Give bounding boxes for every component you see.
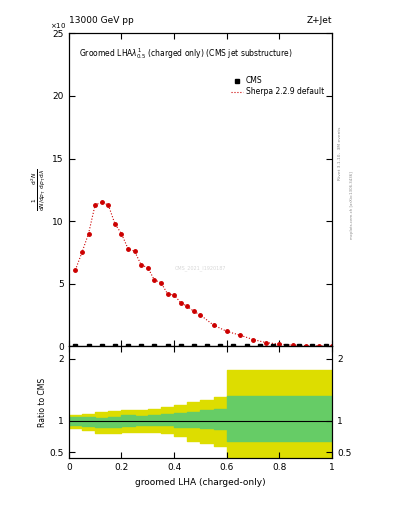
Sherpa 2.2.9 default [303, 343, 308, 349]
CMS [191, 344, 196, 350]
Sherpa 2.2.9 default [158, 280, 163, 286]
CMS [270, 344, 275, 350]
CMS [244, 344, 249, 350]
CMS [165, 344, 170, 350]
Sherpa 2.2.9 default [178, 300, 183, 306]
Sherpa 2.2.9 default [172, 292, 176, 298]
Sherpa 2.2.9 default [79, 249, 84, 255]
Y-axis label: $\frac{1}{\mathrm{d}N/\mathrm{d}p_\mathrm{T}}\,\frac{\mathrm{d}^2N}{\mathrm{d}p_: $\frac{1}{\mathrm{d}N/\mathrm{d}p_\mathr… [30, 168, 48, 211]
Sherpa 2.2.9 default [277, 341, 282, 347]
CMS [73, 344, 78, 350]
CMS [152, 344, 157, 350]
Text: 13000 GeV pp: 13000 GeV pp [69, 16, 134, 26]
Sherpa 2.2.9 default [86, 230, 91, 237]
Sherpa 2.2.9 default [224, 328, 229, 334]
CMS [297, 344, 301, 350]
CMS [86, 344, 91, 350]
Sherpa 2.2.9 default [106, 202, 111, 208]
Line: CMS: CMS [73, 345, 327, 348]
CMS [139, 344, 143, 350]
Sherpa 2.2.9 default [185, 303, 190, 309]
CMS [112, 344, 117, 350]
CMS [99, 344, 104, 350]
Sherpa 2.2.9 default [126, 246, 130, 252]
Sherpa 2.2.9 default [99, 199, 104, 205]
Sherpa 2.2.9 default [73, 267, 78, 273]
CMS [218, 344, 222, 350]
Sherpa 2.2.9 default [211, 322, 216, 328]
Sherpa 2.2.9 default [152, 277, 157, 283]
Legend: CMS, Sherpa 2.2.9 default: CMS, Sherpa 2.2.9 default [230, 75, 326, 98]
CMS [323, 344, 328, 350]
Sherpa 2.2.9 default [264, 339, 269, 346]
Sherpa 2.2.9 default [290, 342, 295, 348]
Text: CMS_2021_I1920187: CMS_2021_I1920187 [174, 265, 226, 271]
CMS [284, 344, 288, 350]
Sherpa 2.2.9 default [119, 230, 124, 237]
Sherpa 2.2.9 default [112, 221, 117, 227]
Sherpa 2.2.9 default [317, 343, 321, 349]
Sherpa 2.2.9 default [237, 332, 242, 338]
Sherpa 2.2.9 default [251, 336, 255, 343]
CMS [126, 344, 130, 350]
Sherpa 2.2.9 default [139, 262, 143, 268]
Sherpa 2.2.9 default [145, 264, 150, 270]
Sherpa 2.2.9 default [132, 248, 137, 254]
CMS [231, 344, 236, 350]
Sherpa 2.2.9 default [191, 308, 196, 314]
CMS [205, 344, 209, 350]
Line: Sherpa 2.2.9 default: Sherpa 2.2.9 default [75, 202, 332, 346]
Sherpa 2.2.9 default [93, 202, 97, 208]
Y-axis label: Ratio to CMS: Ratio to CMS [38, 378, 47, 427]
CMS [257, 344, 262, 350]
Text: Rivet 3.1.10,  3M events: Rivet 3.1.10, 3M events [338, 127, 342, 180]
Text: $\times 10$: $\times 10$ [50, 21, 66, 30]
Text: Groomed LHA$\lambda^{1}_{0.5}$ (charged only) (CMS jet substructure): Groomed LHA$\lambda^{1}_{0.5}$ (charged … [79, 46, 293, 61]
CMS [178, 344, 183, 350]
Sherpa 2.2.9 default [330, 343, 334, 349]
Sherpa 2.2.9 default [198, 312, 203, 318]
CMS [310, 344, 315, 350]
Text: mcplots.cern.ch [arXiv:1306.3436]: mcplots.cern.ch [arXiv:1306.3436] [350, 171, 354, 239]
Text: Z+Jet: Z+Jet [307, 16, 332, 26]
X-axis label: groomed LHA (charged-only): groomed LHA (charged-only) [135, 478, 266, 487]
Sherpa 2.2.9 default [165, 291, 170, 297]
